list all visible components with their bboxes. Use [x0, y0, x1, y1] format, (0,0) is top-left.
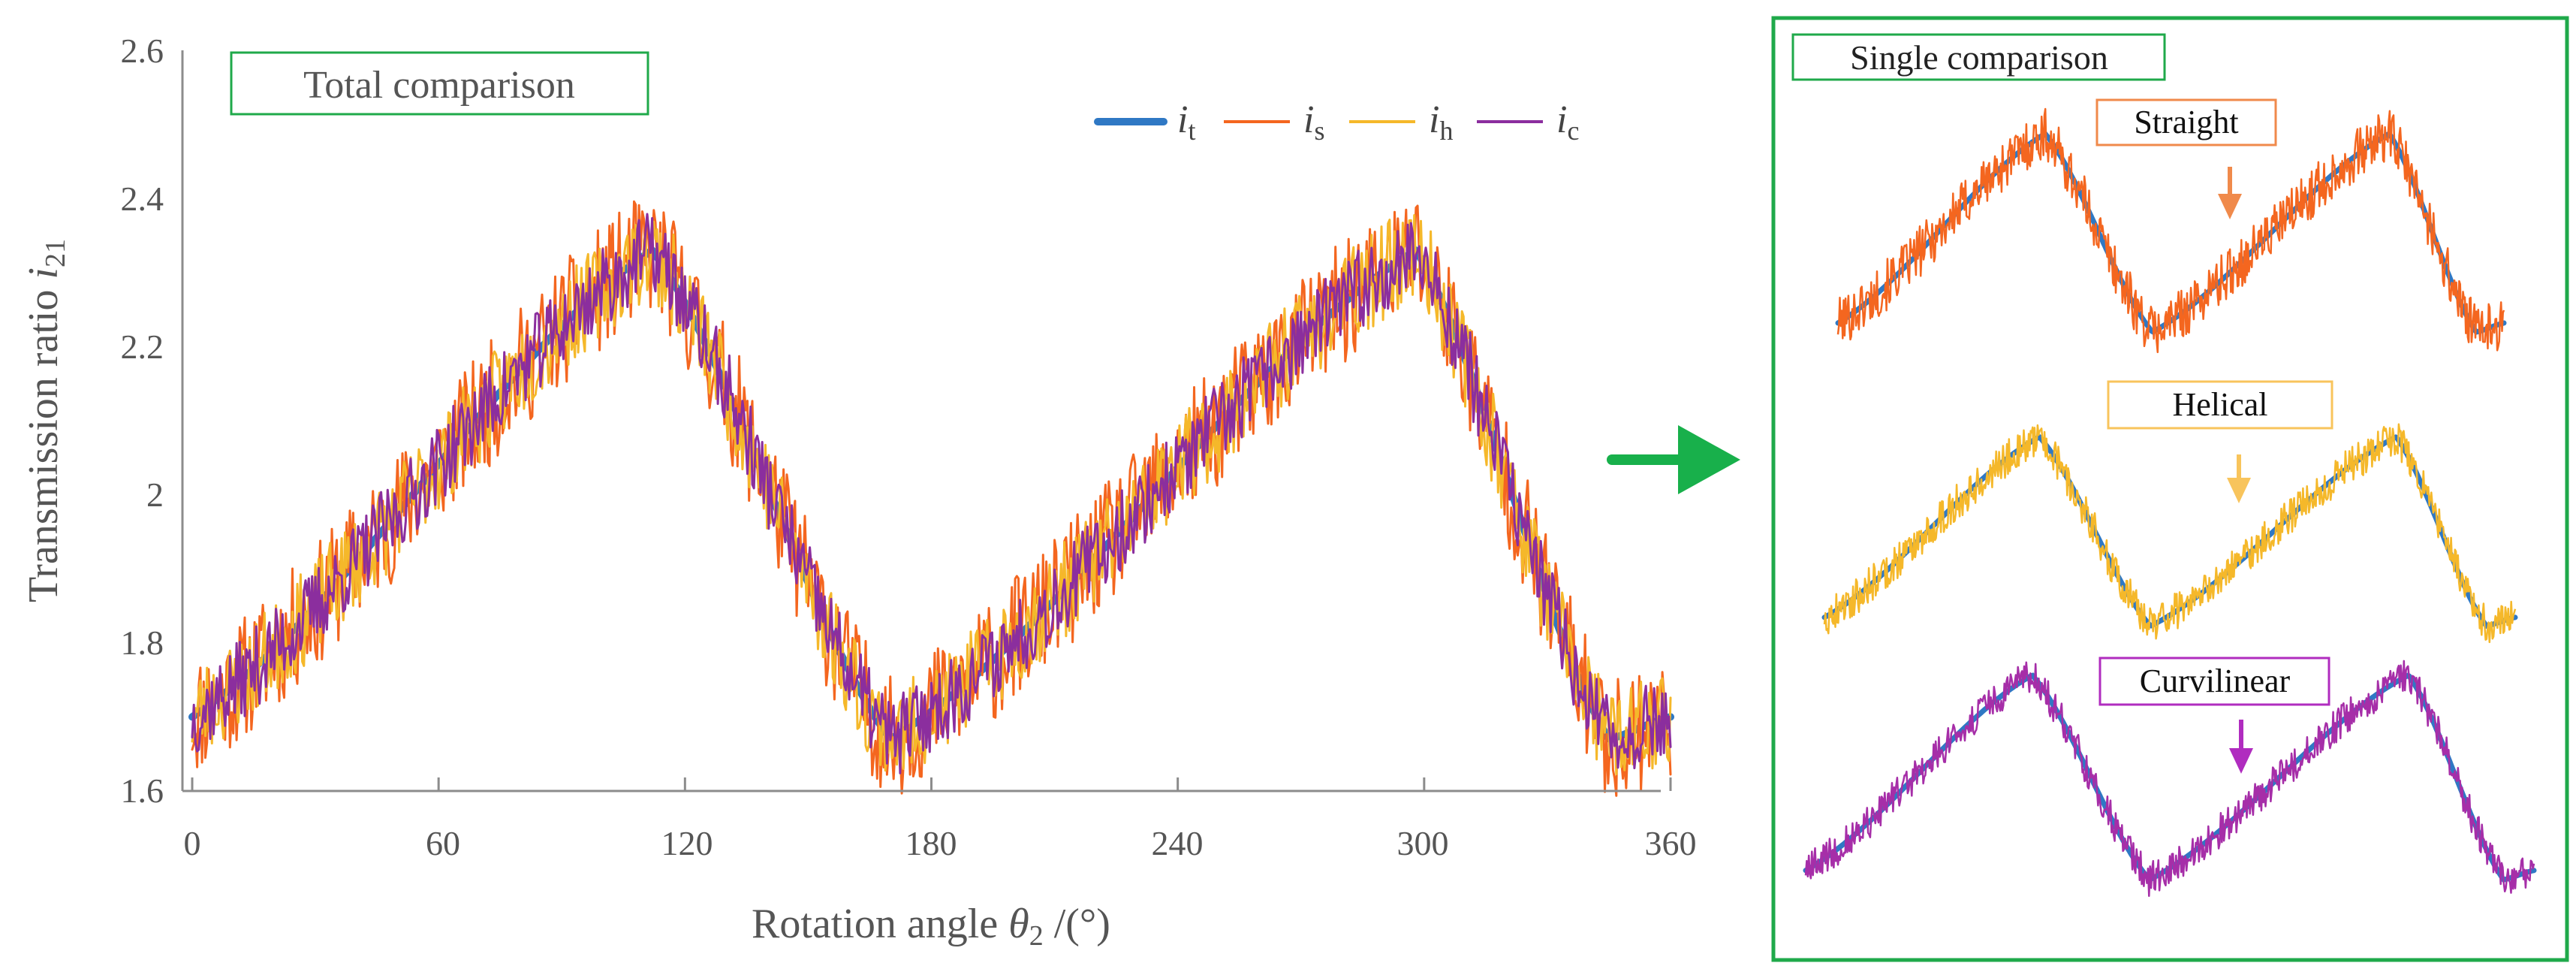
legend-label-s: is [1303, 98, 1324, 146]
total-series-group [188, 200, 1674, 797]
single-series-straight [1836, 107, 2505, 354]
x-axis-unit: /(°) [1054, 901, 1110, 947]
x-axis-title: Rotation angle θ2 /(°) [752, 901, 1110, 952]
series-line-s [191, 200, 1672, 797]
single-title-box [1791, 33, 2166, 81]
single-frame [1771, 16, 2569, 962]
straight-label-box [2095, 98, 2277, 146]
straight-arrow-icon [2218, 167, 2242, 219]
legend-label-h: ih [1429, 98, 1453, 146]
x-tick-label: 300 [1397, 824, 1449, 862]
y-tick-label: 2.2 [121, 328, 164, 366]
y-axis-symbol: i [20, 267, 67, 279]
curvilinear-arrow-icon [2229, 720, 2253, 774]
single-title: Single comparison [1850, 38, 2108, 77]
straight-label: Straight [2134, 104, 2238, 140]
x-axis-symbol: θ [1008, 901, 1029, 947]
x-tick-label: 240 [1152, 824, 1204, 862]
total-title: Total comparison [303, 64, 575, 107]
helical-arrow-icon [2227, 454, 2251, 503]
y-tick-label: 1.6 [121, 771, 164, 810]
x-tick-label: 60 [426, 824, 460, 862]
y-axis-label-text: Transmission ratio [20, 290, 67, 602]
series-line-c [191, 213, 1672, 774]
y-tick-label: 1.8 [121, 623, 164, 662]
x-tick-label: 120 [661, 824, 713, 862]
x-tick-label: 360 [1645, 824, 1697, 862]
legend-label-c: ic [1556, 98, 1579, 146]
y-tick-label: 2 [146, 475, 164, 514]
x-axis-label-text: Rotation angle [752, 901, 998, 947]
x-tick-label: 0 [184, 824, 201, 862]
x-axis-symbol-sub: 2 [1029, 920, 1044, 952]
y-tick-label: 2.6 [121, 32, 164, 70]
green-arrow-icon [1607, 425, 1740, 494]
y-axis-title: Transmission ratio i21 [20, 239, 71, 602]
y-axis-symbol-sub: 21 [40, 239, 71, 267]
x-tick-label: 180 [905, 824, 957, 862]
helical-label-box [2107, 380, 2333, 430]
curvilinear-label-box [2098, 657, 2330, 706]
single-series-helical [1823, 423, 2517, 644]
single-series-group [1803, 107, 2537, 898]
single-series-curvilinear [1804, 660, 2535, 898]
x-ticks [191, 777, 1672, 791]
curvilinear-label: Curvilinear [2140, 663, 2291, 699]
helical-label: Helical [2172, 386, 2267, 423]
total-comparison-chart: 1.6 1.8 2 2.2 2.4 2.6 0 60 120 180 240 3… [20, 32, 1697, 952]
total-title-box [230, 51, 649, 116]
y-tick-label: 2.4 [121, 180, 164, 218]
legend-label-t: it [1177, 98, 1195, 146]
legend: it is ih ic [1094, 98, 1579, 146]
single-comparison-panel: Single comparison Straight Helical Curvi… [1771, 16, 2569, 962]
